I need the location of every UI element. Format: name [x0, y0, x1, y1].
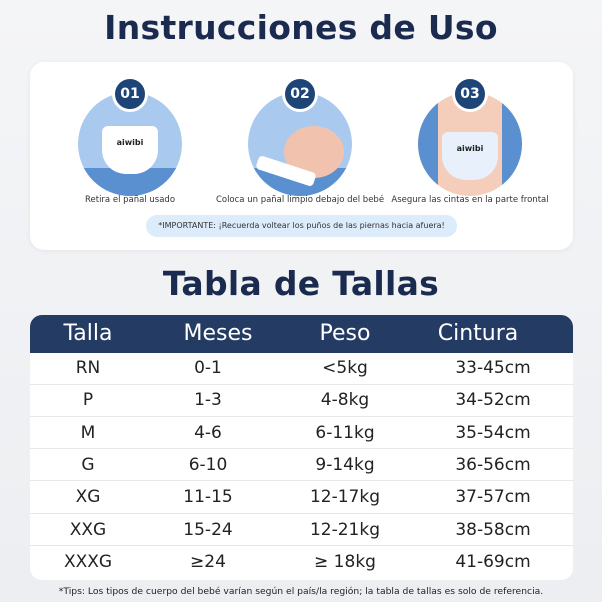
tips-note: *Tips: Los tipos de cuerpo del bebé varí… [58, 586, 544, 597]
size-table-header: Talla Meses Peso Cintura [30, 315, 573, 353]
table-cell: 4-6 [194, 422, 222, 443]
table-cell: 11-15 [183, 487, 233, 508]
diaper-brand: aiwibi [442, 132, 498, 180]
table-cell: 35-54cm [455, 422, 531, 443]
table-cell: 37-57cm [455, 487, 531, 508]
table-cell: 38-58cm [455, 519, 531, 540]
step-label: Coloca un pañal limpio debajo del bebé [215, 195, 385, 205]
table-cell: 0-1 [194, 358, 222, 378]
table-cell: 12-17kg [309, 487, 381, 508]
step-label: Retira el pañal usado [84, 195, 176, 205]
remove-diaper-illustration: aiwibi [78, 92, 182, 196]
header-peso: Peso [319, 321, 371, 346]
header-talla: Talla [63, 321, 113, 346]
table-row: M 4-6 6-11kg 35-54cm [30, 418, 573, 450]
table-row: P 1-3 4-8kg 34-52cm [30, 385, 573, 417]
size-table-title: Tabla de Tallas [162, 264, 440, 303]
table-row: RN 0-1 <5kg 33-45cm [30, 353, 573, 385]
table-cell: RN [75, 358, 101, 378]
table-cell: ≥24 [190, 551, 226, 572]
step-badge: 02 [282, 76, 318, 112]
table-cell: 34-52cm [455, 390, 531, 411]
fasten-tabs-illustration: aiwibi [418, 92, 522, 196]
table-row: XXG 15-24 12-21kg 38-58cm [30, 515, 573, 546]
table-cell: 6-11kg [315, 422, 375, 443]
table-row: XXXG ≥24 ≥ 18kg 41-69cm [30, 547, 573, 579]
table-cell: 9-14kg [315, 454, 375, 475]
table-cell: XG [75, 487, 101, 508]
important-note: *IMPORTANTE: ¡Recuerda voltear los puños… [146, 215, 457, 237]
instructions-card: 01 aiwibi Retira el pañal usado 02 Coloc… [30, 62, 573, 250]
table-cell: M [80, 422, 96, 443]
diaper-brand: aiwibi [102, 126, 158, 174]
table-cell: <5kg [322, 358, 368, 378]
table-cell: XXG [69, 519, 107, 540]
table-cell: G [81, 454, 95, 475]
instructions-title: Instrucciones de Uso [104, 8, 498, 47]
table-cell: P [82, 390, 94, 411]
table-cell: 12-21kg [309, 519, 381, 540]
table-cell: 15-24 [183, 519, 233, 540]
table-cell: 33-45cm [455, 358, 531, 378]
table-row: G 6-10 9-14kg 36-56cm [30, 450, 573, 482]
table-cell: 4-8kg [320, 390, 370, 411]
table-cell: ≥ 18kg [314, 551, 376, 572]
size-table-body: RN 0-1 <5kg 33-45cm P 1-3 4-8kg 34-52cm M 4-6 6-11… [30, 353, 573, 580]
header-meses: Meses [183, 321, 253, 346]
step-badge: 03 [452, 76, 488, 112]
step-label: Asegura las cintas en la parte frontal [391, 195, 549, 205]
table-cell: XXXG [63, 551, 113, 572]
table-cell: 6-10 [188, 454, 228, 475]
table-cell: 1-3 [194, 390, 222, 411]
step-badge: 01 [112, 76, 148, 112]
table-row: XG 11-15 12-17kg 37-57cm [30, 482, 573, 514]
table-cell: 41-69cm [455, 551, 531, 572]
table-cell: 36-56cm [455, 454, 531, 475]
header-cintura: Cintura [437, 321, 519, 346]
